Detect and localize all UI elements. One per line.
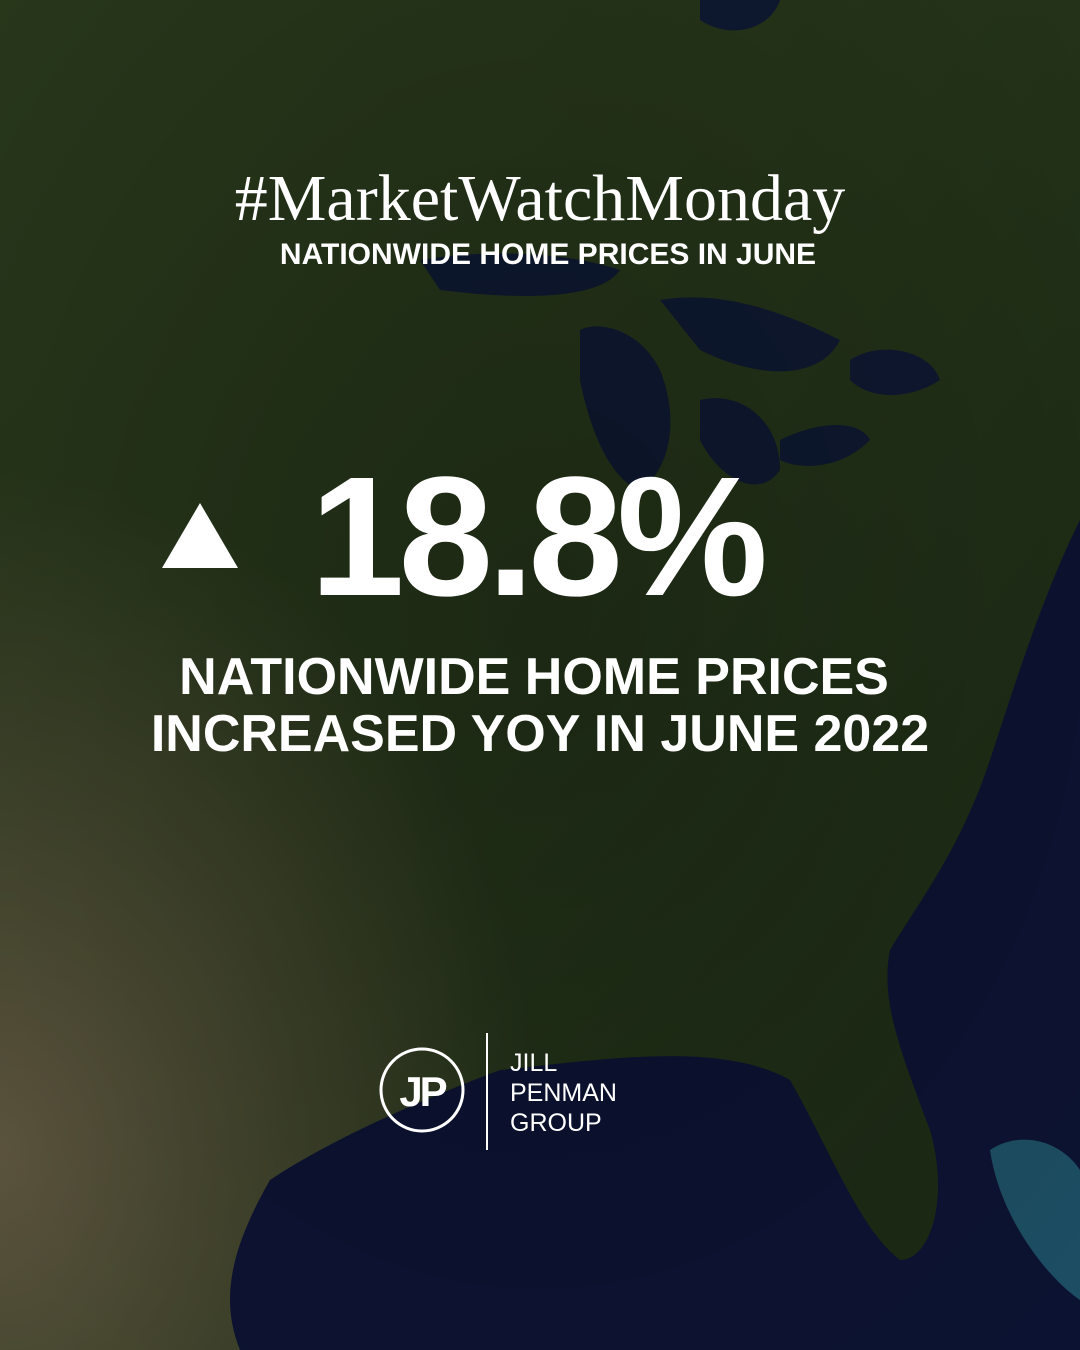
logo-circle [379, 1047, 465, 1133]
stat-value: 18.8% [310, 442, 764, 632]
hashtag: #MarketWatchMonday [235, 162, 846, 235]
logo-name: GROUP [510, 1109, 602, 1137]
caption-line: NATIONWIDE HOME PRICES [179, 648, 889, 706]
logo-name: JILL [510, 1049, 557, 1077]
up-arrow [162, 503, 238, 568]
logo-monogram: JP [399, 1068, 446, 1115]
subtitle: NATIONWIDE HOME PRICES IN JUNE [280, 238, 816, 271]
logo-name: PENMAN [510, 1079, 617, 1107]
caption-line: INCREASED YOY IN JUNE 2022 [151, 705, 929, 763]
